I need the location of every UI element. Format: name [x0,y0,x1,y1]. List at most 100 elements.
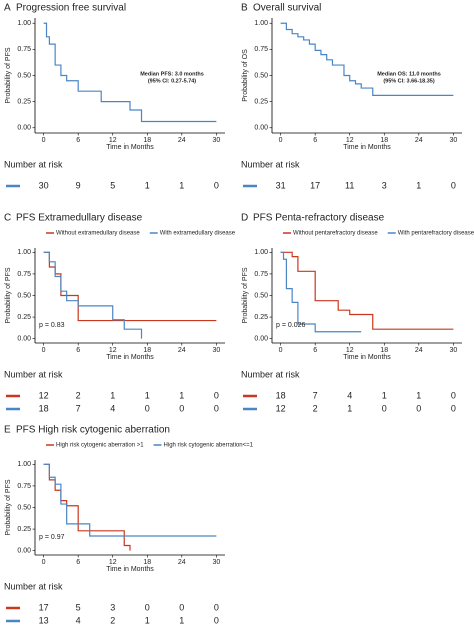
y-tick-label: 1.00 [254,249,268,256]
x-tick-label: 24 [415,347,423,354]
y-tick-label: 0.75 [17,46,31,53]
x-tick-label: 30 [449,347,457,354]
risk-count: 0 [145,403,150,413]
risk-count: 0 [451,390,456,400]
x-tick-label: 12 [109,559,117,566]
risk-count: 0 [214,180,219,190]
risk-count: 1 [179,390,184,400]
risk-count: 1 [145,615,150,625]
x-tick-label: 0 [42,137,46,144]
risk-count: 13 [39,615,49,625]
x-tick-label: 18 [143,137,151,144]
risk-count: 0 [416,403,421,413]
x-tick-label: 24 [178,559,186,566]
survival-curve [43,463,131,551]
y-axis-label: Probability of OS [242,49,249,102]
risk-count: 0 [214,615,219,625]
panel: D PFS Penta-refractory disease Without pen… [241,213,474,414]
x-tick-label: 12 [346,137,354,144]
y-tick-label: 0.00 [17,125,31,132]
panel-title: PFS Penta-refractory disease [253,213,385,224]
risk-count: 31 [276,180,286,190]
y-tick-label: 0.25 [254,314,268,321]
panel: A Progression free survival 0.00 0.25 0.50 0.… [4,3,225,190]
y-tick-label: 0.25 [254,98,268,105]
risk-count: 0 [382,403,387,413]
risk-count: 2 [313,403,318,413]
panel: E PFS High risk cytogenic aberration High … [4,425,254,626]
y-tick-label: 0.25 [17,526,31,533]
x-tick-label: 6 [313,347,317,354]
risk-count: 18 [276,390,286,400]
annotation: (95% CI: 0.27-5.74) [148,78,196,84]
y-axis-label: Probability of PFS [242,267,249,323]
risk-count: 5 [76,602,81,612]
annotation: Median PFS: 3.0 months [140,71,204,77]
panel-title: Overall survival [253,3,321,14]
risk-count: 3 [110,602,115,612]
y-tick-label: 0.25 [17,314,31,321]
x-tick-label: 0 [42,347,46,354]
x-tick-label: 6 [313,137,317,144]
risk-title: Number at risk [241,369,300,379]
legend-label: Without pentarefractory disease [293,231,378,237]
risk-count: 1 [145,180,150,190]
y-tick-label: 0.00 [254,336,268,343]
x-tick-label: 24 [178,347,186,354]
survival-curve [280,22,454,96]
risk-count: 9 [76,180,81,190]
x-tick-label: 30 [212,559,220,566]
risk-count: 1 [416,390,421,400]
y-tick-label: 0.50 [17,72,31,79]
x-tick-label: 6 [76,137,80,144]
survival-curve [43,463,217,537]
risk-count: 1 [110,390,115,400]
y-tick-label: 0.75 [17,271,31,278]
p-value: p = 0.97 [39,534,65,541]
risk-count: 1 [179,180,184,190]
y-axis-label: Probability of PFS [5,47,12,103]
risk-count: 4 [110,403,115,413]
risk-count: 0 [451,180,456,190]
x-tick-label: 18 [380,347,388,354]
risk-count: 18 [39,403,49,413]
x-tick-label: 0 [279,137,283,144]
risk-count: 3 [382,180,387,190]
x-tick-label: 6 [76,559,80,566]
annotation: (95% CI: 3.66-18.35) [383,78,435,84]
x-axis-label: Time in Months [106,144,154,151]
x-axis-label: Time in Months [106,566,154,573]
y-tick-label: 1.00 [17,249,31,256]
y-tick-label: 0.50 [17,292,31,299]
risk-count: 30 [39,180,49,190]
risk-title: Number at risk [241,159,300,169]
x-axis-label: Time in Months [343,354,391,361]
risk-count: 0 [451,403,456,413]
x-tick-label: 30 [212,137,220,144]
y-tick-label: 0.25 [17,98,31,105]
risk-count: 0 [214,602,219,612]
risk-count: 1 [382,390,387,400]
x-tick-label: 18 [380,137,388,144]
y-tick-label: 1.00 [17,461,31,468]
survival-curve [43,251,143,339]
y-tick-label: 0.50 [254,292,268,299]
x-tick-label: 18 [143,347,151,354]
x-tick-label: 24 [178,137,186,144]
x-tick-label: 0 [42,559,46,566]
y-tick-label: 1.00 [254,20,268,27]
risk-title: Number at risk [4,581,63,591]
panel-label: D [241,213,248,224]
x-axis-label: Time in Months [106,354,154,361]
risk-count: 7 [76,403,81,413]
y-tick-label: 1.00 [17,20,31,27]
x-axis-label: Time in Months [343,144,391,151]
panel-title: PFS High risk cytogenic aberration [16,425,170,436]
panel-label: C [4,213,11,224]
legend-label: High risk cytogenic aberration<=1 [164,443,254,449]
y-tick-label: 0.00 [17,336,31,343]
risk-count: 0 [214,390,219,400]
x-tick-label: 24 [415,137,423,144]
risk-count: 0 [214,403,219,413]
